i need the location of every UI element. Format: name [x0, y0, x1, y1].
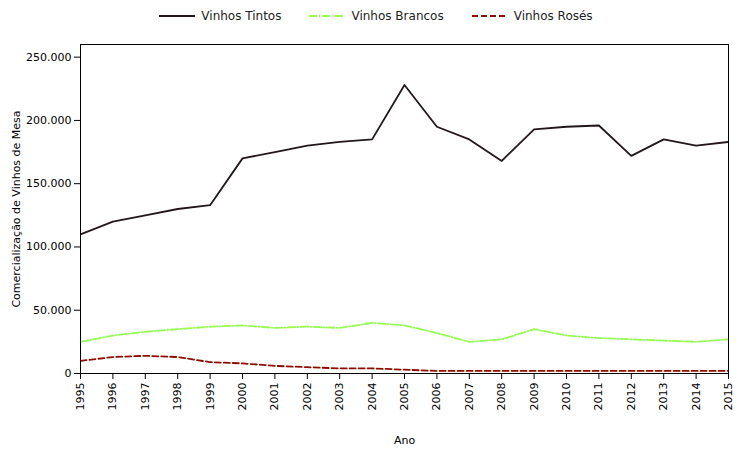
svg-text:2011: 2011: [592, 383, 605, 411]
html-text:Vinhos Brancos: Vinhos Brancos: [351, 9, 444, 23]
svg-text:2003: 2003: [333, 383, 346, 411]
svg-text:2002: 2002: [301, 383, 314, 411]
svg-text:2012: 2012: [625, 383, 638, 411]
svg-text:2013: 2013: [657, 383, 670, 411]
svg-text:1997: 1997: [139, 383, 152, 411]
svg-text:2005: 2005: [398, 383, 411, 411]
svg-text:50.000: 50.000: [33, 304, 72, 317]
svg-text:Ano: Ano: [394, 434, 415, 447]
svg-text:2004: 2004: [366, 383, 379, 411]
svg-text:150.000: 150.000: [26, 177, 72, 190]
svg-text:2010: 2010: [560, 383, 573, 411]
svg-text:2015: 2015: [722, 383, 735, 411]
svg-text:2007: 2007: [463, 383, 476, 411]
svg-text:1996: 1996: [106, 383, 119, 411]
svg-text:1999: 1999: [204, 383, 217, 411]
svg-text:2001: 2001: [268, 383, 281, 411]
html-text:Vinhos Tintos: Vinhos Tintos: [201, 9, 282, 23]
svg-text:100.000: 100.000: [26, 240, 72, 253]
svg-text:0: 0: [65, 367, 72, 380]
svg-text:2000: 2000: [236, 383, 249, 411]
svg-text:1995: 1995: [74, 383, 87, 411]
svg-text:1998: 1998: [171, 383, 184, 411]
svg-text:2014: 2014: [690, 383, 703, 411]
svg-text:2006: 2006: [430, 383, 443, 411]
svg-text:2008: 2008: [495, 383, 508, 411]
svg-text:200.000: 200.000: [26, 114, 72, 127]
svg-text:Comercialização de Vinhos de M: Comercialização de Vinhos de Mesa: [10, 110, 23, 307]
html-text:Vinhos Rosés: Vinhos Rosés: [513, 9, 593, 23]
svg-text:250.000: 250.000: [26, 51, 72, 64]
svg-text:2009: 2009: [528, 383, 541, 411]
